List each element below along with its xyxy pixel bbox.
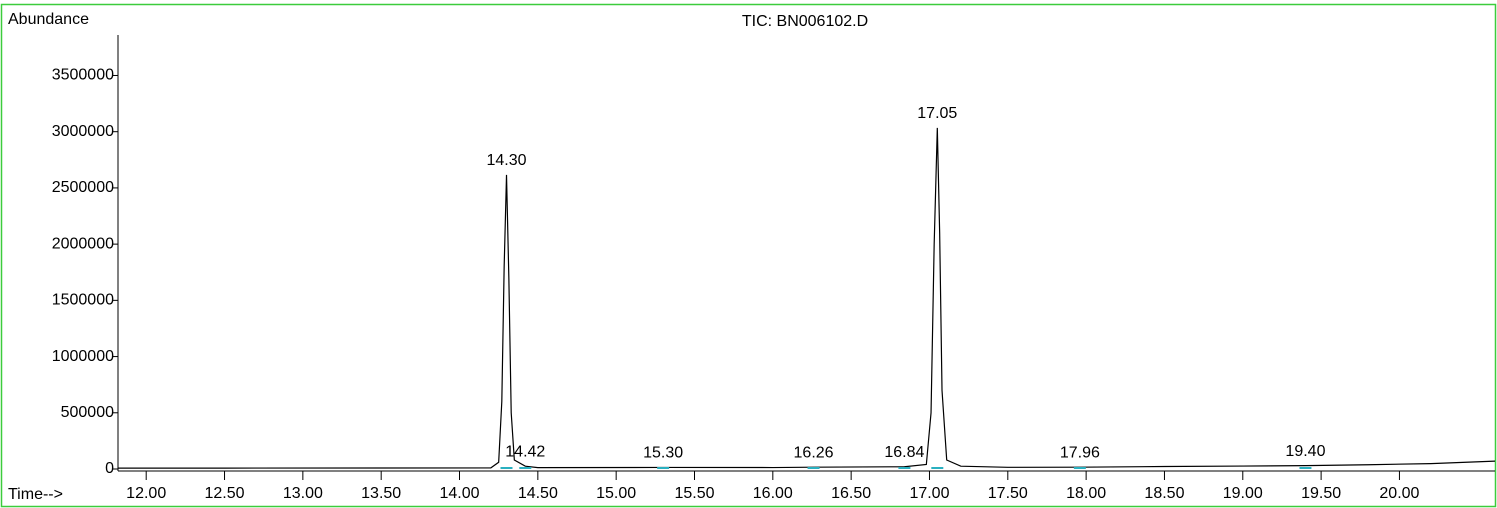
peak-label: 16.84 [884, 444, 924, 461]
y-tick-label: 2500000 [52, 179, 114, 196]
x-tick-label: 19.00 [1223, 485, 1263, 502]
x-tick-label: 16.50 [831, 485, 871, 502]
x-tick-label: 18.00 [1066, 485, 1106, 502]
x-tick-label: 17.00 [909, 485, 949, 502]
x-tick-label: 17.50 [988, 485, 1028, 502]
peak-label: 14.30 [486, 152, 526, 169]
y-tick-label: 500000 [61, 404, 114, 421]
y-tick-label: 1500000 [52, 292, 114, 309]
y-tick-label: 3500000 [52, 67, 114, 84]
chart-title: TIC: BN006102.D [742, 13, 868, 30]
x-tick-label: 20.00 [1379, 485, 1419, 502]
peak-label: 14.42 [505, 443, 545, 460]
x-tick-label: 13.50 [361, 485, 401, 502]
x-tick-label: 18.50 [1144, 485, 1184, 502]
x-tick-label: 15.00 [596, 485, 636, 502]
x-tick-label: 12.50 [205, 485, 245, 502]
x-tick-label: 16.00 [753, 485, 793, 502]
x-tick-label: 19.50 [1301, 485, 1341, 502]
x-tick-label: 12.00 [126, 485, 166, 502]
x-tick-label: 15.50 [674, 485, 714, 502]
x-axis-label: Time--> [8, 486, 63, 503]
trace [118, 127, 1496, 469]
x-tick-label: 13.00 [283, 485, 323, 502]
y-axis-label: Abundance [8, 11, 89, 28]
y-tick-label: 2000000 [52, 235, 114, 252]
y-tick-label: 1000000 [52, 348, 114, 365]
frame [0, 3, 1497, 508]
peak-label: 16.26 [794, 444, 834, 461]
x-tick-label: 14.50 [518, 485, 558, 502]
peak-label: 17.96 [1060, 444, 1100, 461]
y-tick-label: 3000000 [52, 123, 114, 140]
x-tick-label: 14.00 [439, 485, 479, 502]
y-tick-label: 0 [105, 460, 114, 477]
peak-label: 17.05 [917, 105, 957, 122]
peak-label: 19.40 [1285, 443, 1325, 460]
peak-label: 15.30 [643, 445, 683, 462]
